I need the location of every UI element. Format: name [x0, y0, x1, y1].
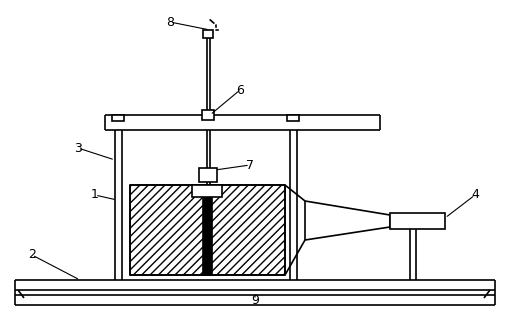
Text: 2: 2	[28, 248, 36, 261]
Text: 3: 3	[74, 142, 82, 155]
Bar	[112, 115, 124, 121]
Bar	[202, 110, 214, 120]
Bar	[202, 197, 212, 275]
Text: 1: 1	[91, 189, 99, 202]
Bar	[203, 30, 213, 38]
Bar	[389, 213, 444, 229]
Text: 9: 9	[250, 294, 259, 307]
Text: 6: 6	[236, 84, 243, 96]
Bar	[287, 115, 298, 121]
Text: 8: 8	[165, 16, 174, 29]
Text: 7: 7	[245, 158, 253, 171]
Bar	[199, 168, 216, 182]
Text: 4: 4	[470, 189, 478, 202]
Bar	[130, 185, 285, 275]
Bar	[191, 185, 221, 197]
